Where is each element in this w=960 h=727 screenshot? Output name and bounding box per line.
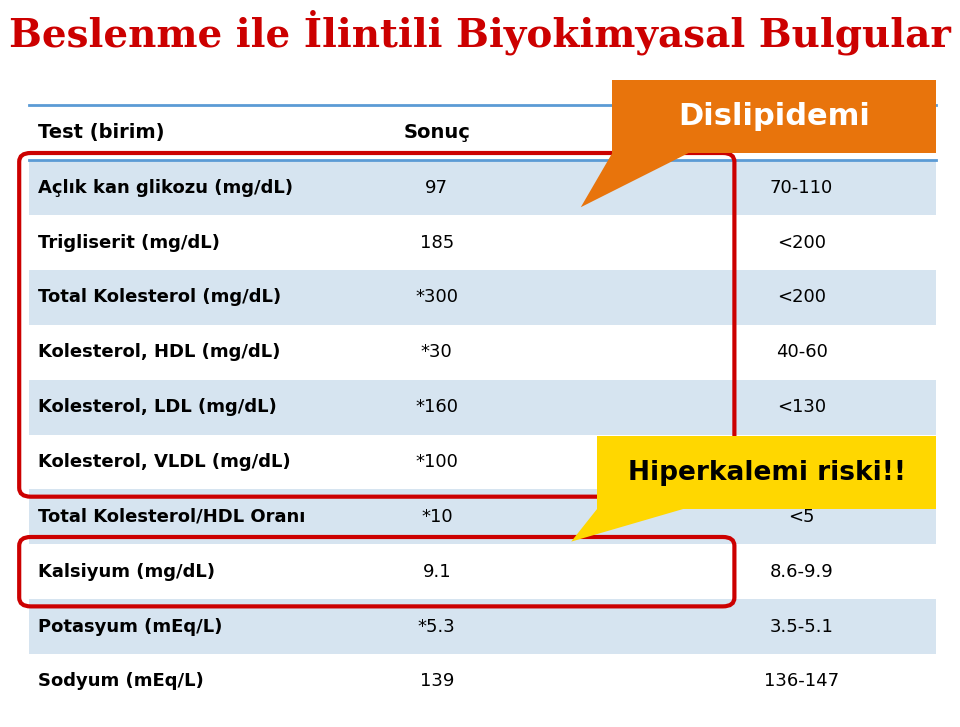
Text: *100: *100: [416, 453, 458, 471]
Text: Kalsiyum (mg/dL): Kalsiyum (mg/dL): [38, 563, 215, 581]
Bar: [29, 215, 936, 270]
Text: Potasyum (mEq/L): Potasyum (mEq/L): [38, 617, 223, 635]
Text: *30: *30: [420, 343, 453, 361]
FancyBboxPatch shape: [597, 436, 936, 509]
Text: Açlık kan glikozu (mg/dL): Açlık kan glikozu (mg/dL): [38, 179, 294, 197]
Text: 136-147: 136-147: [764, 672, 839, 691]
Text: Trigliserit (mg/dL): Trigliserit (mg/dL): [38, 233, 220, 252]
Text: <5: <5: [788, 508, 815, 526]
Text: 3.5-5.1: 3.5-5.1: [770, 617, 833, 635]
FancyBboxPatch shape: [612, 80, 936, 153]
Text: Beslenme ile İlintili Biyokimyasal Bulgular: Beslenme ile İlintili Biyokimyasal Bulgu…: [9, 10, 951, 55]
Bar: [29, 654, 936, 709]
Bar: [29, 489, 936, 545]
Polygon shape: [571, 509, 684, 542]
Bar: [29, 160, 936, 215]
Text: Sodyum (mEq/L): Sodyum (mEq/L): [38, 672, 204, 691]
Text: Sonuç: Sonuç: [403, 124, 470, 142]
Text: Kolesterol, HDL (mg/dL): Kolesterol, HDL (mg/dL): [38, 343, 280, 361]
Bar: [29, 325, 936, 379]
Text: <200: <200: [777, 233, 827, 252]
Bar: [29, 599, 936, 654]
Bar: [29, 105, 936, 160]
Bar: [29, 379, 936, 435]
Text: 97: 97: [425, 179, 448, 197]
Text: <130: <130: [777, 398, 827, 416]
Text: *5.3: *5.3: [418, 617, 456, 635]
Text: *300: *300: [416, 289, 458, 306]
Text: <200: <200: [777, 289, 827, 306]
Text: Kolesterol, LDL (mg/dL): Kolesterol, LDL (mg/dL): [38, 398, 277, 416]
Text: Test (birim): Test (birim): [38, 124, 165, 142]
Polygon shape: [581, 153, 689, 207]
Text: Kolesterol, VLDL (mg/dL): Kolesterol, VLDL (mg/dL): [38, 453, 291, 471]
Bar: [29, 435, 936, 489]
Text: 9.1: 9.1: [422, 563, 451, 581]
Bar: [29, 545, 936, 599]
Text: Total Kolesterol/HDL Oranı: Total Kolesterol/HDL Oranı: [38, 508, 306, 526]
Text: Total Kolesterol (mg/dL): Total Kolesterol (mg/dL): [38, 289, 281, 306]
Text: 8.6-9.9: 8.6-9.9: [770, 563, 833, 581]
Text: Dislipidemi: Dislipidemi: [679, 102, 870, 131]
Text: *10: *10: [421, 508, 452, 526]
Text: 40-60: 40-60: [776, 343, 828, 361]
Text: 139: 139: [420, 672, 454, 691]
Text: *160: *160: [416, 398, 458, 416]
Text: 185: 185: [420, 233, 454, 252]
Bar: [29, 270, 936, 325]
Text: Hiperkalemi riski!!: Hiperkalemi riski!!: [628, 459, 905, 486]
Text: 70-110: 70-110: [770, 179, 833, 197]
